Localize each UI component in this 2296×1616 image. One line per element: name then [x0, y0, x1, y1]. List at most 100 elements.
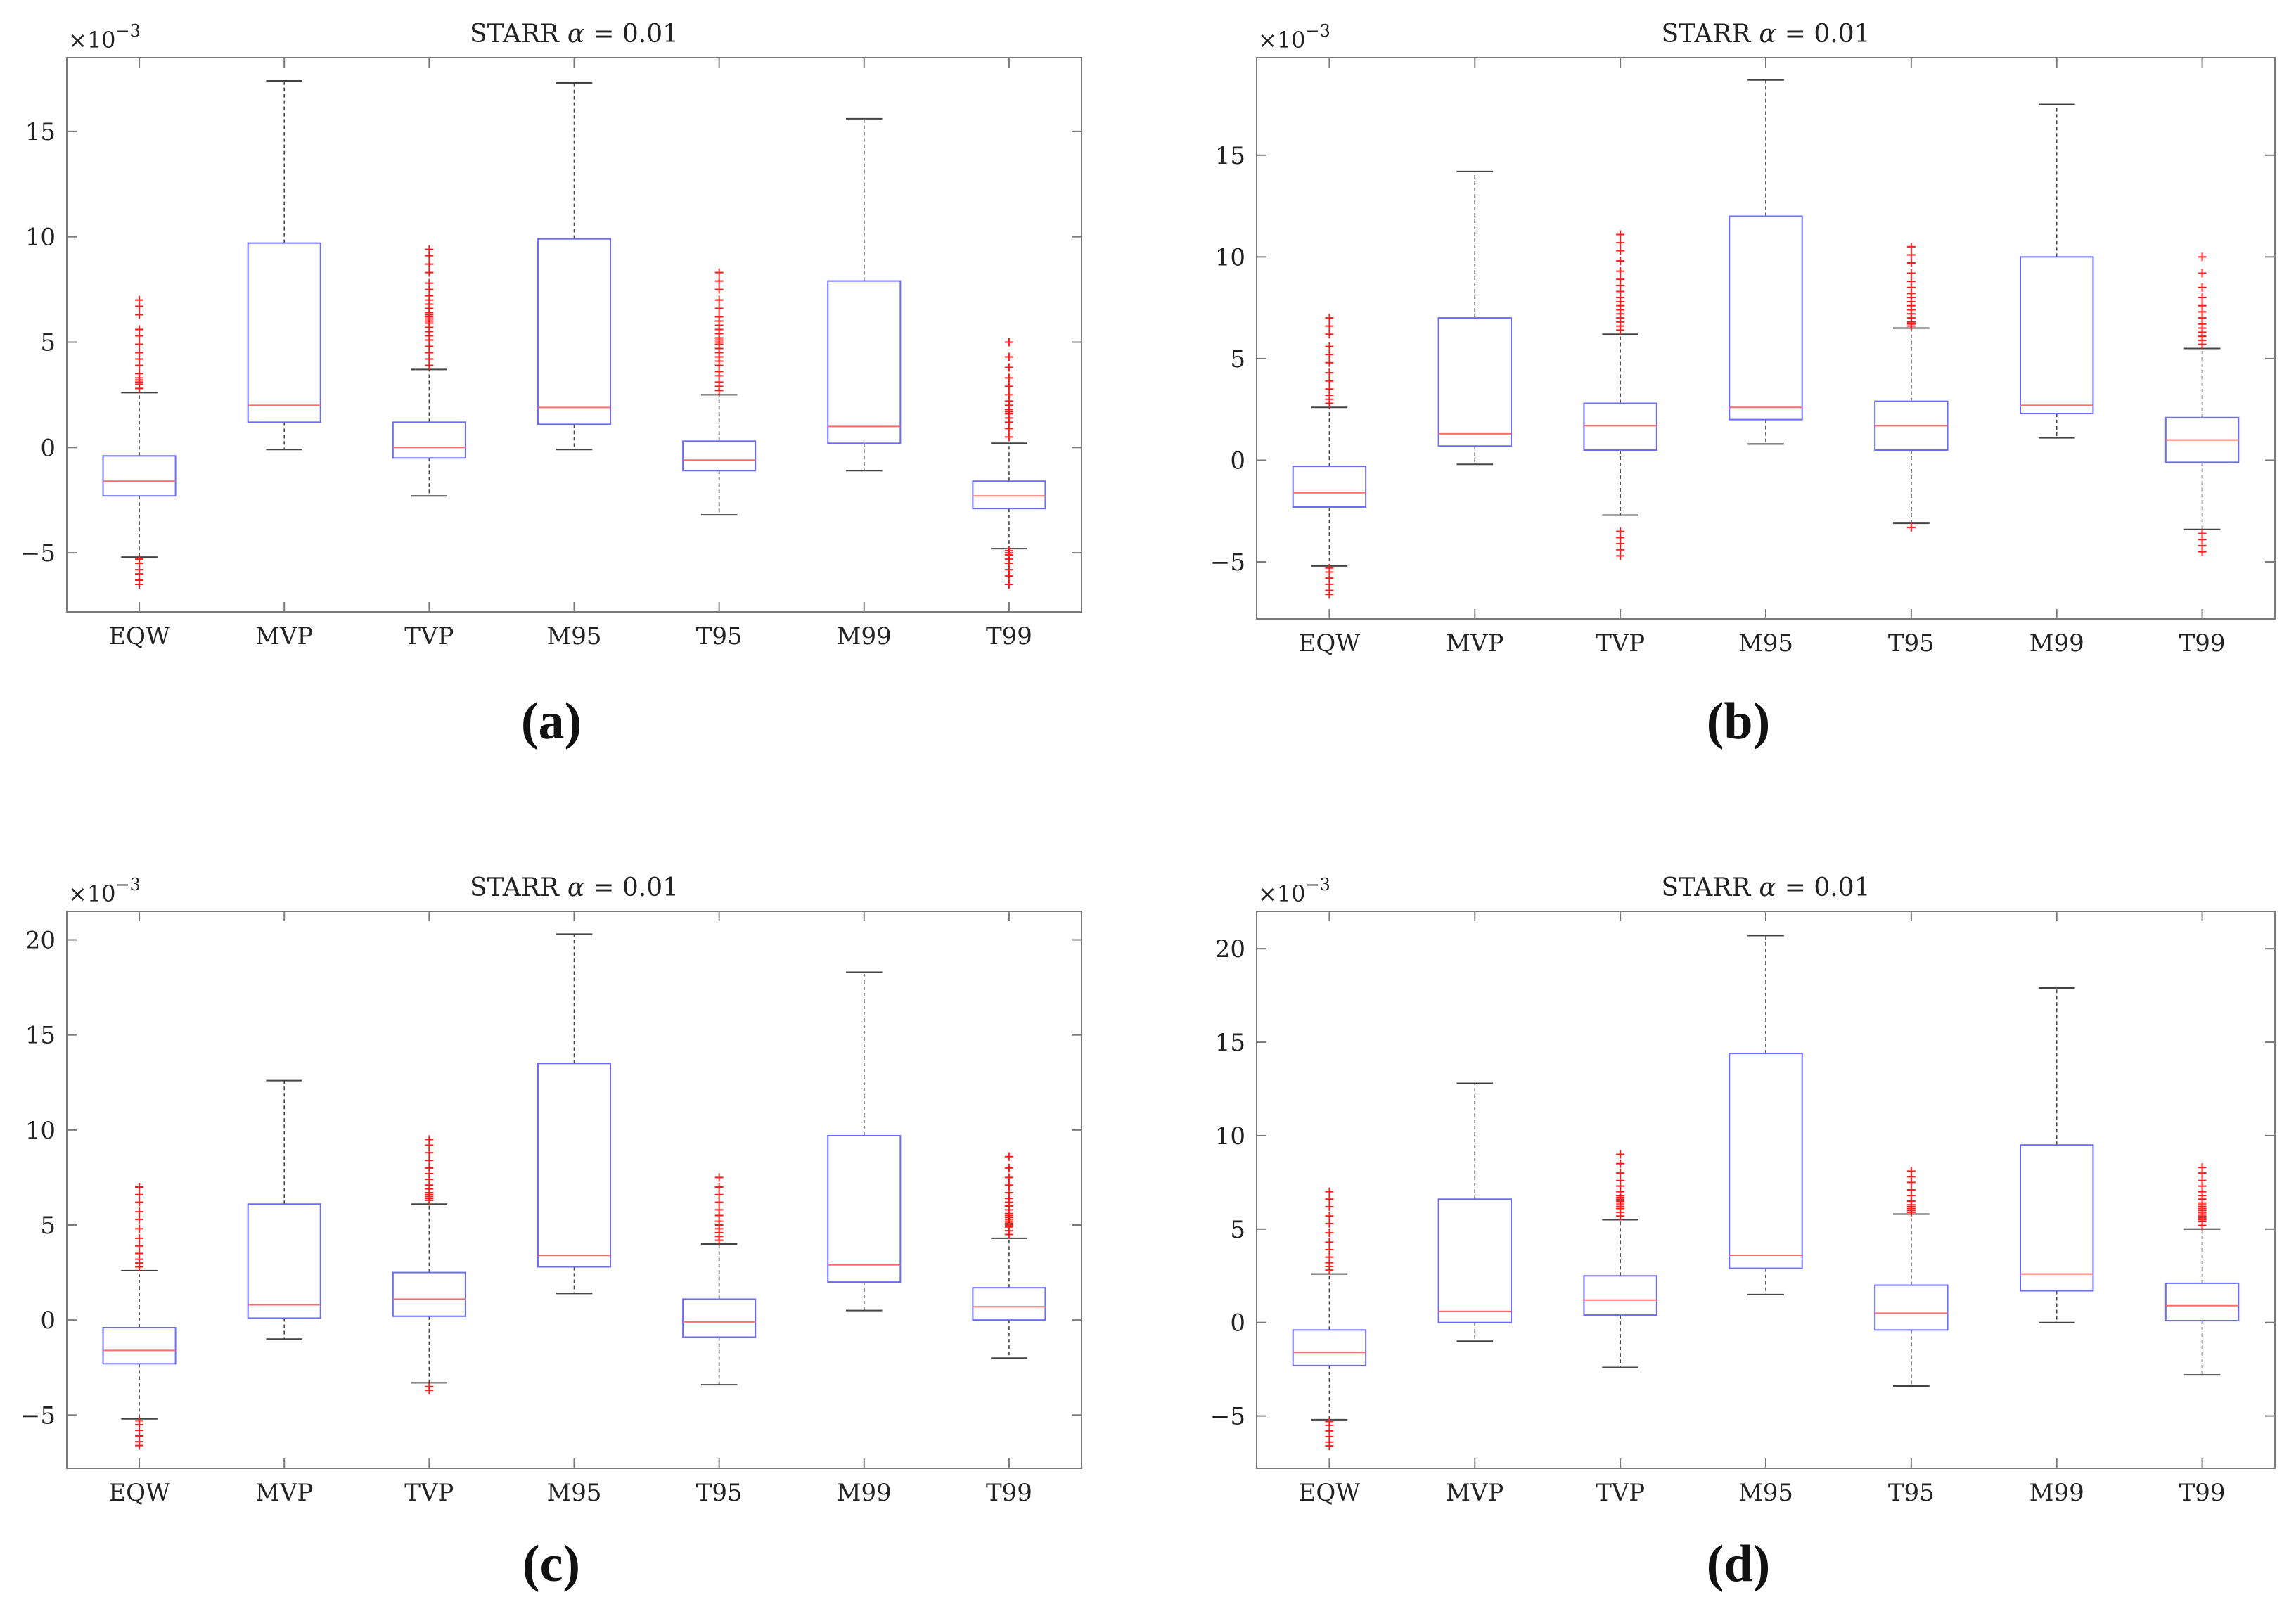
scale-exponent: −3 — [116, 875, 141, 894]
y-tick-label: 15 — [25, 118, 56, 146]
box-m99 — [2020, 103, 2094, 439]
outlier-point — [425, 1148, 434, 1158]
x-tick-label: M99 — [2029, 629, 2084, 658]
x-tick-label: T95 — [696, 1479, 743, 1507]
box-tvp — [1583, 230, 1657, 560]
title-text: STARR — [470, 20, 560, 49]
outlier-point — [1325, 1187, 1334, 1196]
outlier-point — [1004, 1188, 1013, 1198]
outlier-point — [1325, 1212, 1334, 1221]
outlier-point — [714, 1182, 724, 1191]
outlier-point — [1616, 257, 1625, 266]
y-tick-label: 0 — [40, 1307, 56, 1335]
outlier-point — [135, 1214, 144, 1224]
chart-panel-c: −5 0 5 10 15 20 ×10−3 STARR α = 0.01 EQW MVP TVP M95 T… — [0, 0, 1139, 1616]
outlier-point — [425, 1386, 434, 1395]
outlier-point — [135, 348, 144, 357]
iqr-box — [827, 1134, 902, 1283]
iqr-box — [2020, 1144, 2094, 1292]
box-t99 — [972, 338, 1046, 589]
box-m95 — [537, 933, 612, 1295]
box-mvp — [247, 79, 321, 451]
iqr-box — [827, 280, 902, 444]
iqr-box — [1292, 1329, 1367, 1366]
box-m95 — [1729, 935, 1803, 1295]
outlier-point — [425, 1135, 434, 1144]
outlier-point — [135, 580, 144, 589]
x-tick-label: TVP — [404, 1479, 454, 1507]
scale-exponent: −3 — [116, 21, 141, 41]
x-tick-label: MVP — [255, 622, 313, 650]
chart-c-svg: −5 0 5 10 15 20 ×10−3 STARR α = 0.01 EQW MVP TVP M95 T… — [20, 873, 1082, 1507]
axis-scale-factor: ×10−3 — [68, 21, 141, 53]
box-tvp — [1583, 1150, 1657, 1368]
box-m95 — [537, 82, 612, 451]
y-tick-label: −5 — [20, 539, 56, 567]
outlier-point — [714, 312, 724, 321]
title-symbol: α — [567, 873, 584, 902]
outlier-point — [1004, 373, 1013, 383]
outlier-point — [1004, 352, 1013, 361]
outlier-point — [135, 1233, 144, 1243]
x-tick-label: EQW — [108, 622, 170, 650]
outlier-point — [1004, 1152, 1013, 1161]
outlier-point — [135, 310, 144, 319]
iqr-box — [247, 242, 321, 423]
outlier-point — [425, 1163, 434, 1172]
outlier-point — [1325, 1238, 1334, 1247]
box-mvp — [1437, 170, 1512, 466]
outlier-point — [425, 1156, 434, 1165]
outlier-point — [2198, 283, 2207, 292]
outlier-point — [1325, 1219, 1334, 1228]
iqr-box — [102, 1326, 177, 1365]
outlier-point — [1906, 277, 1916, 286]
outlier-point — [1616, 246, 1625, 255]
x-tick-label: EQW — [1299, 1479, 1361, 1507]
outlier-point — [1325, 590, 1334, 599]
outlier-point — [135, 295, 144, 304]
outlier-point — [1906, 242, 1916, 251]
iqr-box — [1437, 317, 1512, 447]
box-t99 — [972, 1152, 1046, 1359]
y-tick-label: 15 — [25, 1022, 56, 1050]
outlier-point — [135, 1198, 144, 1207]
panel-label-c: (c) — [522, 1535, 581, 1593]
x-tick-label: EQW — [1299, 629, 1361, 658]
iqr-box — [972, 1287, 1046, 1321]
outlier-point — [1616, 1169, 1625, 1178]
y-tick-label: 0 — [1230, 447, 1245, 475]
box-eqw — [102, 295, 177, 589]
box-m95 — [1729, 79, 1803, 445]
iqr-box — [392, 421, 466, 459]
box-t99 — [2164, 252, 2240, 556]
outlier-point — [135, 1441, 144, 1450]
outlier-point — [135, 340, 144, 349]
iqr-box — [537, 238, 612, 425]
panel-label-b: (b) — [1706, 693, 1771, 750]
axis-scale-factor: ×10−3 — [1258, 21, 1330, 53]
outlier-point — [714, 268, 724, 277]
title-text: STARR — [1662, 873, 1752, 902]
outlier-point — [1325, 330, 1334, 339]
chart-b-svg: −5 0 5 10 15 ×10−3 STARR α = 0.01 EQW MVP TVP M95 T95… — [1210, 20, 2276, 658]
y-tick-label: 0 — [1230, 1309, 1245, 1338]
y-tick-label: 20 — [1215, 935, 1245, 963]
iqr-box — [2164, 1282, 2240, 1322]
y-tick-label: 5 — [1230, 345, 1245, 373]
outlier-point — [1004, 338, 1013, 347]
chart-title: STARR α = 0.01 — [1662, 873, 1871, 902]
outlier-point — [135, 369, 144, 378]
outlier-point — [135, 1249, 144, 1258]
box-t95 — [682, 1173, 757, 1386]
chart-panel-b: −5 0 5 10 15 ×10−3 STARR α = 0.01 EQW MVP TVP M95 T95… — [0, 0, 2296, 774]
outlier-point — [1906, 522, 1916, 532]
box-mvp — [247, 1079, 321, 1340]
box-m99 — [827, 117, 902, 472]
box-m99 — [2020, 987, 2094, 1323]
outlier-point — [1906, 269, 1916, 278]
iqr-box — [2020, 256, 2094, 414]
iqr-box — [1583, 402, 1657, 451]
title-value: = 0.01 — [593, 20, 679, 49]
outlier-point — [1616, 238, 1625, 248]
box-eqw — [1292, 314, 1367, 599]
